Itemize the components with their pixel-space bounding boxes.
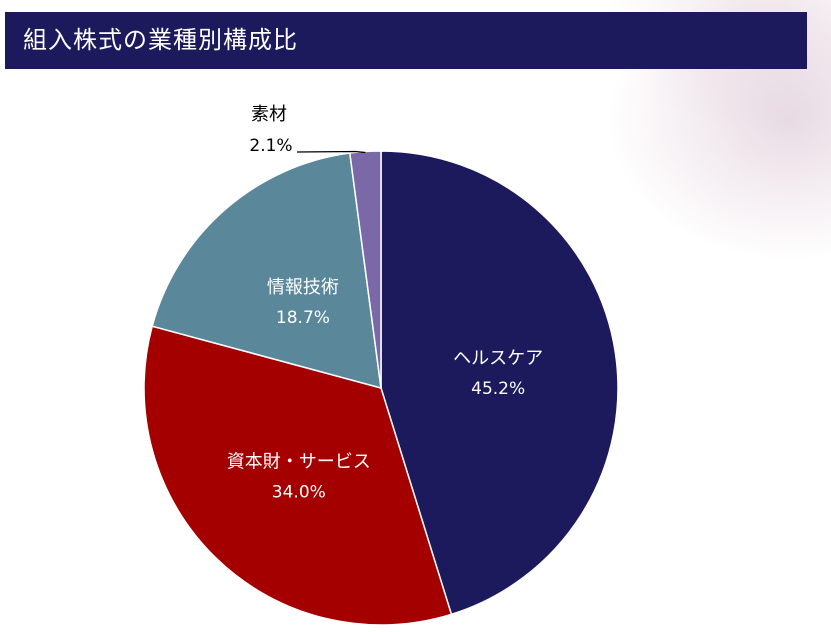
- slice-value-1: 34.0%: [272, 482, 326, 502]
- slice-value-0: 45.2%: [471, 379, 525, 399]
- pie-labels: ヘルスケア 45.2% 資本財・サービス 34.0% 情報技術 18.7% 素材 2.1%: [227, 104, 543, 502]
- pie-slice-0: [380, 150, 619, 616]
- slice-value-2: 18.7%: [276, 308, 330, 328]
- pie-slice-3: [348, 150, 382, 389]
- pie-slices: [143, 150, 619, 626]
- page-title: 組入株式の業種別構成比: [23, 26, 298, 54]
- slice-value-3: 2.1%: [249, 136, 292, 156]
- slice-label-0: ヘルスケア: [453, 348, 543, 369]
- slice-label-1: 資本財・サービス: [227, 451, 371, 472]
- slice-label-2: 情報技術: [267, 277, 339, 298]
- pie-slice-1: [143, 325, 453, 626]
- slice-label-3: 素材: [251, 104, 287, 125]
- header-bar: 組入株式の業種別構成比: [5, 12, 807, 69]
- pie-slice-2: [151, 152, 382, 390]
- leader-line-3: [296, 150, 366, 154]
